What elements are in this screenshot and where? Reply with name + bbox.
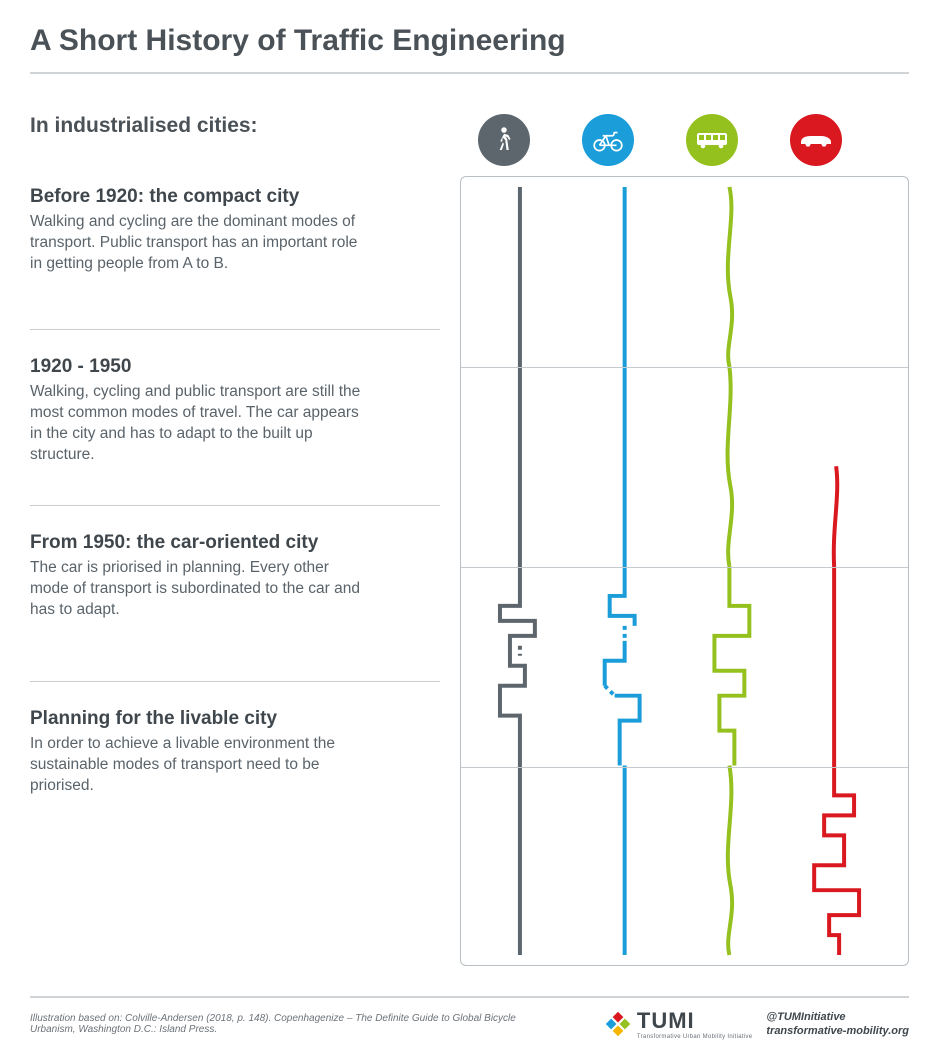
era-text: Walking and cycling are the dominant mod… [30, 212, 370, 275]
page-title: A Short History of Traffic Engineering [30, 24, 909, 74]
diagram-box [460, 176, 909, 966]
mode-icons-row [460, 114, 909, 166]
footer: Illustration based on: Colville-Andersen… [30, 996, 909, 1040]
tumi-name: TUMI [637, 1008, 752, 1034]
era-title: From 1950: the car-oriented city [30, 532, 440, 554]
path-car [834, 466, 837, 566]
twitter-handle: @TUMInitiative [766, 1010, 909, 1024]
era-title: 1920 - 1950 [30, 356, 440, 378]
text-column: In industrialised cities: Before 1920: t… [30, 114, 460, 966]
era-title: Before 1920: the compact city [30, 186, 440, 208]
era-text: In order to achieve a livable environmen… [30, 734, 370, 797]
era-text: Walking, cycling and public transport ar… [30, 382, 370, 466]
era-block: Planning for the livable city In order t… [30, 708, 440, 823]
footer-handles: @TUMInitiative transformative-mobility.o… [766, 1010, 909, 1039]
subtitle-text: In industrialised cities: [30, 114, 258, 137]
era-block: Before 1920: the compact city Walking an… [30, 186, 440, 330]
tumi-logo-icon [605, 1011, 631, 1037]
path-bus [728, 367, 733, 566]
subtitle: In industrialised cities: [30, 114, 440, 138]
website-url: transformative-mobility.org [766, 1024, 909, 1038]
era-block: From 1950: the car-oriented city The car… [30, 532, 440, 682]
tumi-logo: TUMI Transformative Urban Mobility Initi… [605, 1008, 752, 1040]
era-text: The car is priorised in planning. Every … [30, 558, 370, 621]
bike-icon [582, 114, 634, 166]
path-dash [605, 686, 615, 696]
content-row: In industrialised cities: Before 1920: t… [30, 114, 909, 966]
walk-icon [478, 114, 530, 166]
era-block: 1920 - 1950 Walking, cycling and public … [30, 356, 440, 506]
infographic-page: A Short History of Traffic Engineering I… [0, 0, 939, 1050]
path-bus [728, 187, 732, 367]
row-separator [461, 767, 908, 768]
era-title: Planning for the livable city [30, 708, 440, 730]
tumi-subtitle: Transformative Urban Mobility Initiative [637, 1034, 752, 1040]
footer-citation: Illustration based on: Colville-Andersen… [30, 1013, 530, 1035]
row-separator [461, 367, 908, 368]
bus-icon [686, 114, 738, 166]
path-bus [714, 566, 749, 765]
path-bus [728, 766, 732, 956]
diagram-column [460, 114, 909, 966]
paths-svg [461, 177, 908, 965]
path-bike [605, 566, 640, 765]
path-walk [500, 566, 535, 765]
footer-branding: TUMI Transformative Urban Mobility Initi… [605, 1008, 909, 1040]
path-car [814, 766, 859, 956]
car-icon [790, 114, 842, 166]
row-separator [461, 567, 908, 568]
